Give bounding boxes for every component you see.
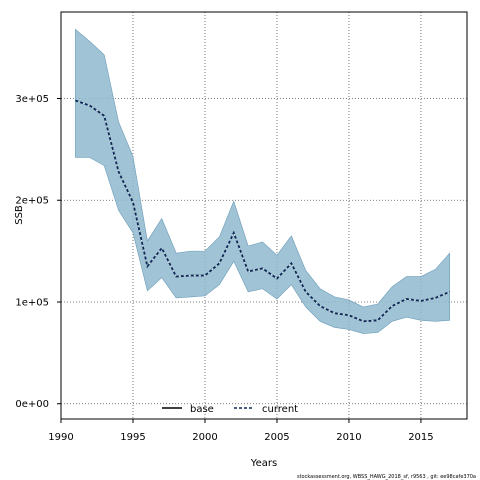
series-line-current: [75, 99, 451, 323]
series-lines-layer: [75, 99, 451, 323]
legend: base current: [162, 404, 298, 415]
confidence-band-layer: [75, 28, 451, 334]
y-axis-title: SSB: [14, 205, 25, 225]
x-tick-label: 2010: [336, 432, 361, 443]
y-tick-label: 3e+05: [15, 94, 49, 105]
plot-frame: [60, 11, 468, 420]
x-tick-label: 1990: [48, 432, 73, 443]
y-axis-ticks: 0e+00 1e+05 2e+05 3e+05: [15, 94, 61, 410]
y-tick-label: 2e+05: [15, 196, 49, 207]
y-tick-label: 0e+00: [15, 399, 49, 410]
x-axis-title: Years: [250, 458, 277, 469]
footer-caption: stockassessment.org, WBSS_HAWG_2018_sf, …: [297, 474, 476, 480]
x-axis-ticks: 1990 1995 2000 2005 2010 2015: [48, 419, 434, 443]
x-tick-label: 1995: [120, 432, 145, 443]
confidence-band: [75, 28, 451, 334]
legend-current-label: current: [262, 404, 298, 415]
x-tick-label: 2015: [408, 432, 433, 443]
legend-base-label: base: [190, 404, 214, 415]
x-tick-label: 2000: [192, 432, 217, 443]
y-tick-label: 1e+05: [15, 297, 49, 308]
x-tick-label: 2005: [264, 432, 289, 443]
